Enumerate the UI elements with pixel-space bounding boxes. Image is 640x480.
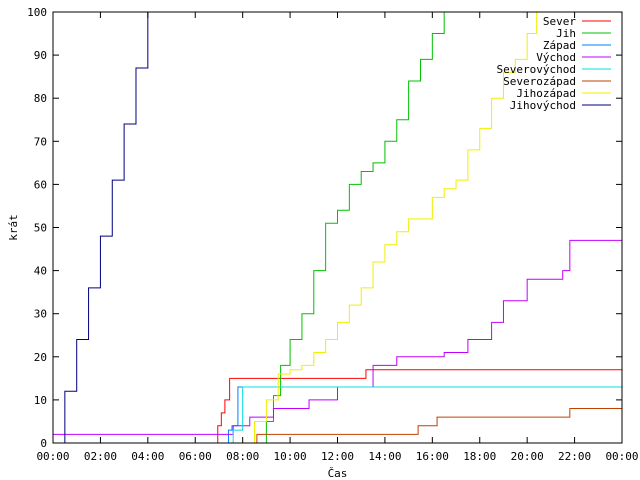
y-axis-title: krát: [7, 214, 20, 241]
x-tick-label: 16:00: [416, 450, 449, 463]
x-tick-label: 10:00: [274, 450, 307, 463]
y-tick-label: 20: [34, 351, 47, 364]
y-tick-label: 100: [27, 6, 47, 19]
series-line-jih: [259, 12, 445, 443]
x-tick-label: 22:00: [558, 450, 591, 463]
y-tick-label: 50: [34, 222, 47, 235]
legend-label-sever: Sever: [543, 15, 576, 28]
series-line-severovychod: [227, 386, 622, 443]
series-line-jihovychod: [55, 12, 149, 443]
y-tick-label: 30: [34, 308, 47, 321]
y-tick-label: 40: [34, 265, 47, 278]
x-axis-title: Čas: [328, 467, 348, 480]
legend-label-severozapad: Severozápad: [503, 75, 576, 88]
series-layer: [53, 12, 622, 443]
x-tick-label: 14:00: [368, 450, 401, 463]
x-tick-label: 18:00: [463, 450, 496, 463]
series-line-sever: [215, 369, 622, 443]
y-tick-label: 90: [34, 49, 47, 62]
y-tick-label: 70: [34, 135, 47, 148]
legend-label-jihozapad: Jihozápad: [516, 87, 576, 100]
x-tick-label: 12:00: [321, 450, 354, 463]
x-tick-label: 08:00: [226, 450, 259, 463]
legend-label-severovychod: Severovýchod: [497, 63, 576, 76]
x-tick-label: 20:00: [511, 450, 544, 463]
series-line-severozapad: [243, 399, 622, 443]
legend-label-vychod: Východ: [536, 51, 576, 64]
y-tick-label: 10: [34, 394, 47, 407]
y-tick-label: 0: [40, 437, 47, 450]
series-line-vychod: [53, 239, 622, 435]
ticks-layer: 00:00 02:00 04:00 06:00 08:00 10:00 12:00 14:00…: [27, 6, 638, 463]
series-line-zapad: [224, 386, 622, 443]
legend-label-jih: Jih: [556, 27, 576, 40]
legend-label-zapad: Západ: [543, 39, 576, 52]
legend-label-jihovychod: Jihovýchod: [510, 99, 576, 112]
x-tick-label: 00:00: [36, 450, 69, 463]
x-tick-label: 06:00: [179, 450, 212, 463]
x-tick-label: 02:00: [84, 450, 117, 463]
y-tick-label: 60: [34, 178, 47, 191]
x-tick-label: 04:00: [131, 450, 164, 463]
series-line-jihozapad: [241, 12, 538, 443]
x-tick-label: 00:00: [605, 450, 638, 463]
legend: SeverJihZápadVýchodSeverovýchodSeverozáp…: [497, 15, 611, 112]
y-tick-label: 80: [34, 92, 47, 105]
